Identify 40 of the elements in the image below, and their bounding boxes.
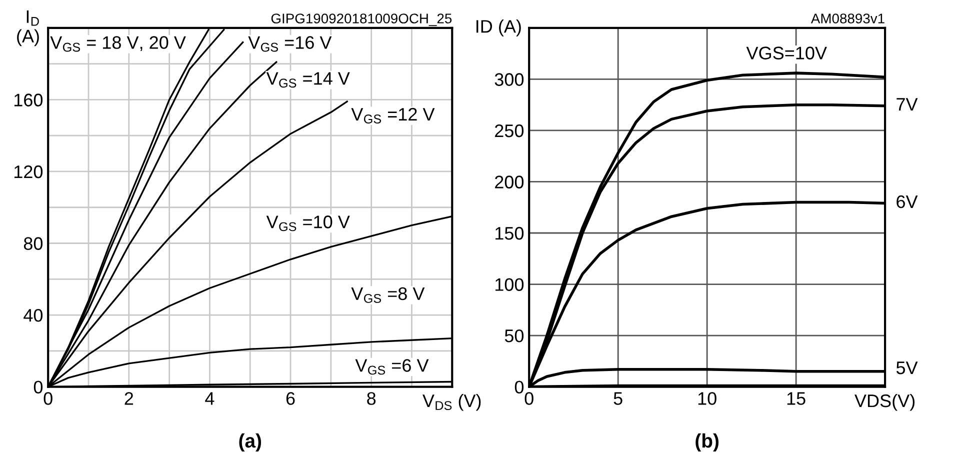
chart-subtitle: GIPG190920181009OCH_25 [271, 14, 452, 26]
y-tick-label: 200 [495, 176, 524, 188]
x-tick-label: 0 [44, 392, 52, 405]
y-axis-title: ID (A) [476, 20, 521, 36]
x-tick-label: 5 [614, 392, 622, 405]
series-label: V$_{GS}$ =6 V [355, 359, 429, 375]
text: V$_{GS}$ =8 V [351, 287, 425, 303]
series-label: V$_{GS}$ =16 V [248, 36, 332, 52]
y-tick-label: 150 [495, 226, 524, 240]
series-label: V$_{GS}$ =10 V [266, 216, 350, 232]
y-tick-label: 160 [14, 94, 43, 106]
y-tick-label: 50 [504, 329, 524, 342]
series-label: V$_{GS}$ =14 V [266, 72, 350, 88]
series-label: 6V [896, 195, 918, 208]
x-tick-label: 15 [787, 392, 806, 405]
x-axis-title: V$_{DS}$ (V) [422, 394, 481, 411]
x-tick-label: 2 [124, 392, 134, 405]
y-tick-label: 120 [14, 165, 43, 178]
y-tick-label: 250 [495, 124, 524, 138]
x-tick-label: 0 [524, 392, 534, 405]
text: (a) [239, 433, 262, 452]
x-tick-label: 8 [367, 392, 376, 405]
y-tick-label: 80 [24, 237, 43, 250]
series-label: V$_{GS}$ =12 V [351, 108, 435, 124]
y-axis-title: I$_{D}$ (A) [17, 10, 39, 46]
y-tick-label: 0 [514, 380, 524, 394]
text: (b) [696, 433, 719, 452]
y-tick-label: 0 [34, 380, 43, 394]
series-label: 5V [896, 362, 918, 374]
y-tick-label: 300 [494, 73, 524, 86]
x-axis-title: VDS(V) [854, 394, 915, 411]
x-tick-label: 4 [205, 392, 214, 405]
y-tick-label: 40 [24, 308, 43, 322]
y-tick-label: 100 [495, 278, 524, 291]
series-label: V$_{GS}$ = 18 V, 20 V [50, 36, 186, 52]
x-tick-label: 6 [286, 392, 295, 405]
x-tick-label: 10 [698, 392, 716, 405]
series-label: 7V [896, 98, 918, 111]
chart-subtitle: AM08893v1 [810, 14, 884, 24]
series-label: VGS=10V [746, 46, 827, 60]
